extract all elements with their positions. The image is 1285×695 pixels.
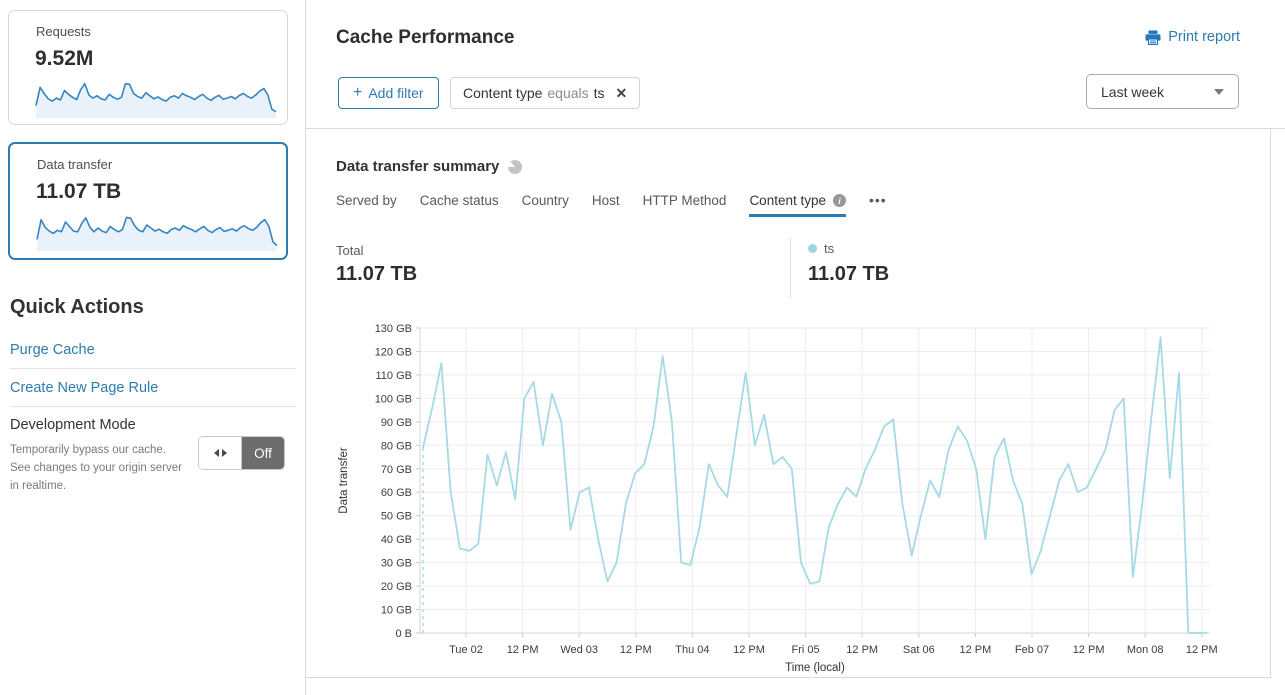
- data-transfer-line-chart[interactable]: 0 B 10 GB 20 GB 30 GB 40 GB 50 GB 60 GB 70 GB 80…: [330, 315, 1240, 677]
- svg-text:12 PM: 12 PM: [507, 644, 539, 656]
- printer-icon: [1145, 30, 1161, 45]
- tab-served-by[interactable]: Served by: [336, 193, 397, 208]
- metric-label: Requests: [36, 24, 91, 39]
- svg-text:110 GB: 110 GB: [376, 370, 413, 382]
- svg-text:Sat 06: Sat 06: [903, 644, 935, 656]
- legend-value: 11.07 TB: [808, 263, 890, 285]
- remove-filter-icon[interactable]: ✕: [615, 84, 628, 101]
- development-mode-description: Temporarily bypass our cache. See change…: [10, 444, 182, 492]
- toggle-off-label: Off: [242, 437, 284, 469]
- info-icon[interactable]: i: [833, 194, 846, 207]
- tab-host[interactable]: Host: [591, 193, 620, 208]
- svg-text:Mon 08: Mon 08: [1127, 644, 1164, 656]
- svg-text:12 PM: 12 PM: [1073, 644, 1105, 656]
- filter-operator: equals: [547, 85, 589, 101]
- svg-text:Time (local): Time (local): [785, 662, 845, 674]
- print-report-label: Print report: [1168, 29, 1240, 45]
- svg-text:Feb 07: Feb 07: [1015, 644, 1049, 656]
- svg-text:12 PM: 12 PM: [960, 644, 992, 656]
- divider: [306, 128, 1285, 129]
- svg-text:0 B: 0 B: [395, 628, 412, 640]
- total-value: 11.07 TB: [336, 263, 418, 285]
- sampled-data-pie-icon: [508, 159, 523, 174]
- purge-cache-link[interactable]: Purge Cache: [10, 342, 95, 358]
- legend-name: ts: [824, 241, 835, 256]
- tab-cache-status[interactable]: Cache status: [419, 193, 499, 208]
- svg-text:130 GB: 130 GB: [375, 323, 412, 335]
- time-range-value: Last week: [1101, 83, 1165, 100]
- svg-text:100 GB: 100 GB: [375, 393, 412, 405]
- metric-value: 9.52M: [35, 47, 94, 70]
- quick-actions-title: Quick Actions: [10, 296, 144, 318]
- sidebar: Requests 9.52M Data transfer 11.07 TB Qu…: [0, 0, 306, 695]
- development-mode-toggle[interactable]: Off: [198, 436, 285, 470]
- metric-card-data-transfer[interactable]: Data transfer 11.07 TB: [8, 142, 288, 260]
- svg-text:12 PM: 12 PM: [733, 644, 765, 656]
- svg-text:90 GB: 90 GB: [381, 417, 412, 429]
- svg-text:70 GB: 70 GB: [381, 464, 412, 476]
- svg-text:20 GB: 20 GB: [381, 581, 412, 593]
- svg-text:40 GB: 40 GB: [381, 534, 412, 546]
- add-filter-label: Add filter: [368, 85, 424, 101]
- filter-value: ts: [593, 85, 605, 101]
- legend-dot-ts: [808, 244, 817, 253]
- svg-text:80 GB: 80 GB: [381, 440, 412, 452]
- filter-chip-content-type: Content type equals ts ✕: [450, 77, 641, 109]
- toggle-arrows-icon: [199, 437, 242, 469]
- print-report-link[interactable]: Print report: [1145, 29, 1240, 45]
- divider: [10, 406, 296, 407]
- svg-text:12 PM: 12 PM: [1186, 644, 1218, 656]
- divider: [10, 368, 296, 369]
- metric-card-requests[interactable]: Requests 9.52M: [8, 10, 288, 125]
- tab-http-method[interactable]: HTTP Method: [642, 193, 727, 208]
- filter-field: Content type: [463, 85, 543, 101]
- data-transfer-summary-panel: Data transfer summary Served by Cache st…: [306, 129, 1271, 678]
- plus-icon: +: [353, 84, 363, 101]
- data-transfer-sparkline: [35, 210, 279, 252]
- svg-text:120 GB: 120 GB: [375, 346, 412, 358]
- page-title: Cache Performance: [336, 27, 515, 48]
- svg-text:12 PM: 12 PM: [620, 644, 652, 656]
- svg-text:Wed 03: Wed 03: [560, 644, 598, 656]
- chevron-down-icon: [1214, 88, 1224, 95]
- svg-text:30 GB: 30 GB: [381, 558, 412, 570]
- svg-text:Tue 02: Tue 02: [449, 644, 483, 656]
- svg-text:12 PM: 12 PM: [846, 644, 878, 656]
- add-filter-button[interactable]: + Add filter: [338, 77, 439, 109]
- development-mode-title: Development Mode: [10, 417, 136, 433]
- svg-text:60 GB: 60 GB: [381, 487, 412, 499]
- summary-tabs: Served by Cache status Country Host HTTP…: [336, 192, 887, 217]
- requests-sparkline: [34, 77, 278, 119]
- tab-country[interactable]: Country: [521, 193, 569, 208]
- metric-label: Data transfer: [37, 157, 113, 172]
- svg-text:Data transfer: Data transfer: [338, 447, 350, 514]
- more-tabs-button[interactable]: •••: [869, 192, 887, 208]
- svg-text:Thu 04: Thu 04: [675, 644, 709, 656]
- tab-content-type[interactable]: Content type i: [749, 193, 846, 217]
- time-range-select[interactable]: Last week: [1086, 74, 1239, 109]
- svg-text:10 GB: 10 GB: [381, 605, 412, 617]
- metric-value: 11.07 TB: [36, 180, 122, 203]
- summary-title: Data transfer summary: [336, 158, 500, 175]
- total-label: Total: [336, 243, 364, 258]
- svg-text:Fri 05: Fri 05: [792, 644, 820, 656]
- legend-column: ts 11.07 TB: [790, 237, 889, 299]
- svg-text:50 GB: 50 GB: [381, 511, 412, 523]
- create-page-rule-link[interactable]: Create New Page Rule: [10, 380, 159, 396]
